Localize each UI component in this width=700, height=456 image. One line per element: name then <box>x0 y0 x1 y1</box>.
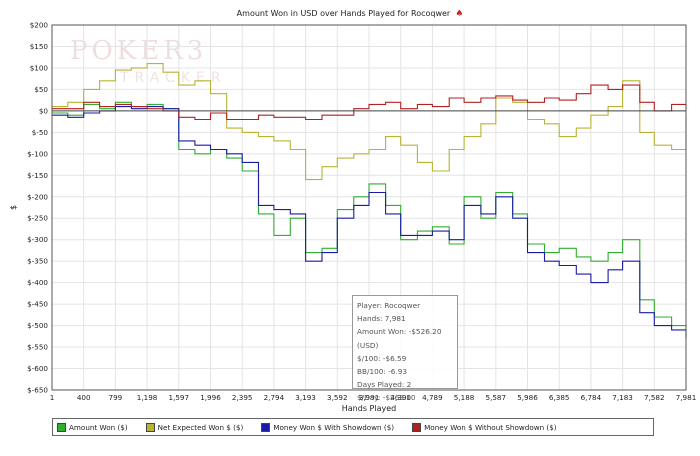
y-tick-label: $-600 <box>27 364 48 373</box>
x-tick-label: 1 <box>50 393 55 402</box>
x-tick-label: 7,981 <box>676 393 697 402</box>
y-tick-label: $100 <box>30 63 49 72</box>
legend-label: Money Won $ Without Showdown ($) <box>424 422 557 432</box>
x-tick-label: 3,991 <box>359 393 380 402</box>
x-tick-label: 3,193 <box>295 393 316 402</box>
y-tick-label: $-350 <box>27 257 48 266</box>
x-tick-label: 1,996 <box>200 393 221 402</box>
x-tick-label: 2,395 <box>232 393 253 402</box>
legend-swatch <box>261 422 271 432</box>
y-tick-label: $150 <box>30 42 49 51</box>
legend-item-amount-won[interactable]: Amount Won ($) <box>57 422 128 432</box>
series-line-3 <box>52 84 687 121</box>
legend-item-net-expected[interactable]: Net Expected Won $ ($) <box>145 422 244 432</box>
legend-swatch <box>57 422 66 432</box>
x-tick-label: 7,582 <box>644 393 665 402</box>
y-tick-label: $-450 <box>27 300 48 309</box>
legend-item-with-showdown[interactable]: Money Won $ With Showdown ($) <box>261 422 395 432</box>
info-hands: Hands: 7,981 <box>357 314 406 324</box>
series-line-0 <box>52 101 687 337</box>
x-tick-label: 1,597 <box>169 393 190 402</box>
y-tick-label: $-650 <box>27 386 48 395</box>
x-tick-label: 5,986 <box>517 393 538 402</box>
y-axis-label: $ <box>9 205 18 210</box>
info-per100: $/100: -$6.59 <box>357 353 407 363</box>
watermark-logo: POKER3 <box>70 36 208 66</box>
legend-label: Money Won $ With Showdown ($) <box>273 422 395 432</box>
info-player: Player: Rocoqwer <box>357 301 421 310</box>
x-tick-label: 400 <box>77 393 91 402</box>
x-tick-label: 4,789 <box>422 393 443 402</box>
legend: Amount Won ($) Net Expected Won $ ($) Mo… <box>52 418 654 436</box>
x-tick-label: 2,794 <box>264 393 285 402</box>
chart-title-text: Amount Won in USD over Hands Played for … <box>236 9 451 18</box>
y-tick-label: $-400 <box>27 278 48 287</box>
x-tick-label: 6,784 <box>581 393 602 402</box>
y-tick-label: $50 <box>34 85 48 94</box>
y-tick-label: $-150 <box>27 171 48 180</box>
x-tick-label: 1,198 <box>137 393 158 402</box>
y-tick-label: $-250 <box>27 214 48 223</box>
x-axis-label: Hands Played <box>342 404 396 413</box>
chart-title: Amount Won in USD over Hands Played for … <box>0 9 700 19</box>
x-tick-label: 5,587 <box>486 393 507 402</box>
axes: $200 $150 $100 $50 $0 $-50 $-100 $-150 $-200 $-25… <box>27 21 696 403</box>
spade-icon: ♠ <box>455 9 464 19</box>
y-tick-label: $-500 <box>27 321 48 330</box>
legend-label: Amount Won ($) <box>69 422 128 432</box>
legend-label: Net Expected Won $ ($) <box>157 422 244 432</box>
y-tick-label: $-300 <box>27 235 48 244</box>
info-per-day: $/Day: -$263.10 <box>357 393 416 403</box>
x-tick-label: 4,390 <box>390 393 411 402</box>
x-tick-label: 799 <box>109 393 123 402</box>
x-tick-label: 5,188 <box>454 393 475 402</box>
legend-swatch <box>145 422 155 432</box>
info-amount-won: Amount Won: -$526.20 (USD) <box>357 327 442 350</box>
legend-item-without-showdown[interactable]: Money Won $ Without Showdown ($) <box>412 422 557 432</box>
y-tick-label: $-550 <box>27 343 48 352</box>
watermark-logo-sub: TRACKER <box>120 70 227 86</box>
legend-swatch <box>412 422 422 432</box>
series-line-1 <box>52 63 687 181</box>
info-bb100: BB/100: -6.93 <box>357 367 408 377</box>
info-days-played: Days Played: 2 <box>357 380 412 390</box>
y-tick-label: $-200 <box>27 192 48 201</box>
y-tick-label: $-50 <box>32 128 49 137</box>
y-tick-label: $-100 <box>27 149 48 158</box>
x-tick-label: 6,385 <box>549 393 570 402</box>
series-lines <box>52 63 687 339</box>
x-tick-label: 7,183 <box>612 393 633 402</box>
info-box: Player: Rocoqwer Hands: 7,981 Amount Won… <box>352 295 458 402</box>
plot-frame <box>51 24 687 391</box>
y-tick-label: $0 <box>39 106 49 115</box>
x-tick-label: 3,592 <box>327 393 348 402</box>
series-line-2 <box>52 106 687 339</box>
y-tick-label: $200 <box>30 21 49 30</box>
